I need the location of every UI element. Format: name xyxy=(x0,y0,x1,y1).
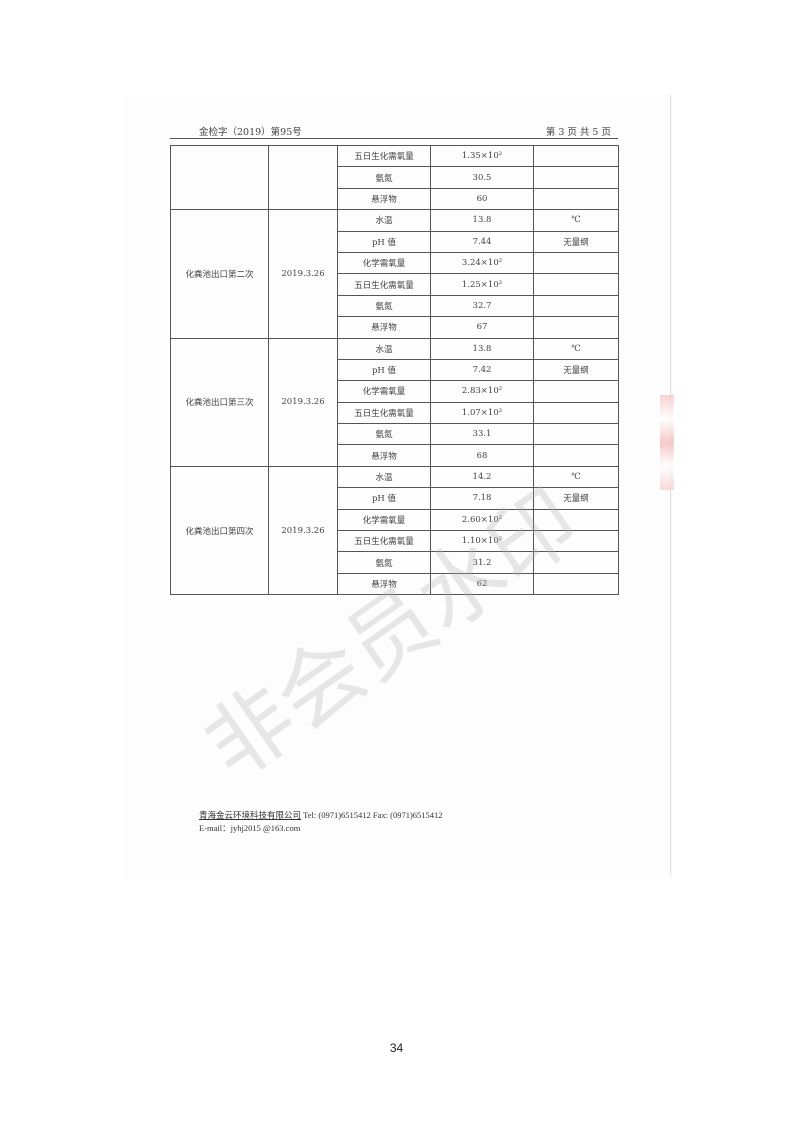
table-row: 化粪池出口第四次 2019.3.26 水温 14.2 ℃ xyxy=(170,465,619,596)
date-cell xyxy=(268,144,338,211)
date-cell: 2019.3.26 xyxy=(268,337,338,467)
item-cell: 化学需氧量 xyxy=(337,251,431,275)
unit-cell xyxy=(533,316,619,339)
table-row: 氨氮 33.1 xyxy=(171,423,619,446)
table-row: 悬浮物 68 xyxy=(171,444,619,467)
results-table: 五日生化需氧量 1.35×10² 氨氮 30.5 悬浮物 60 化粪池出口第二次 2019.3… xyxy=(170,144,619,596)
unit-cell xyxy=(533,251,619,275)
value-cell: 1.35×10² xyxy=(430,144,534,168)
unit-cell xyxy=(533,294,619,318)
table-row: 化学需氧量 2.83×10² xyxy=(171,380,619,403)
unit-cell xyxy=(533,444,619,467)
item-cell: 水温 xyxy=(337,465,431,489)
page-info: 第 3 页 共 5 页 xyxy=(545,127,611,138)
location-cell xyxy=(170,144,269,211)
value-cell: 1.07×10² xyxy=(430,401,534,425)
unit-cell: 无量纲 xyxy=(533,358,619,382)
value-cell: 32.7 xyxy=(430,294,534,318)
unit-cell: 无量纲 xyxy=(533,230,619,253)
item-cell: pH 值 xyxy=(337,230,431,253)
unit-cell: ℃ xyxy=(533,209,619,232)
table-row: 化粪池出口第二次 2019.3.26 水温 13.8 ℃ xyxy=(170,209,619,339)
footer-email: E-mail：jyhj2015 @163.com xyxy=(199,823,301,833)
item-cell: 化学需氧量 xyxy=(337,380,431,403)
table-row: 氨氮 30.5 xyxy=(171,166,619,189)
value-cell: 67 xyxy=(430,316,534,339)
item-cell: 五日生化需氧量 xyxy=(337,273,431,296)
value-cell: 13.8 xyxy=(430,209,534,232)
item-cell: 水温 xyxy=(337,209,431,232)
table-row: pH 值 7.18 无量纲 xyxy=(171,487,619,510)
header-rule xyxy=(170,138,618,139)
unit-cell xyxy=(533,380,619,403)
item-cell: 悬浮物 xyxy=(337,316,431,339)
value-cell: 33.1 xyxy=(430,423,534,446)
table-row: 五日生化需氧量 1.35×10² xyxy=(170,144,619,211)
location-cell: 化粪池出口第三次 xyxy=(170,337,269,467)
item-cell: 化学需氧量 xyxy=(337,508,431,532)
unit-cell xyxy=(533,401,619,425)
item-cell: 五日生化需氧量 xyxy=(337,401,431,425)
value-cell: 1.25×10² xyxy=(430,273,534,296)
item-cell: 氨氮 xyxy=(337,423,431,446)
value-cell: 30.5 xyxy=(430,166,534,189)
unit-cell xyxy=(533,187,619,211)
item-cell: 氨氮 xyxy=(337,294,431,318)
item-cell: pH 值 xyxy=(337,487,431,510)
location-cell: 化粪池出口第四次 xyxy=(170,465,269,596)
unit-cell: ℃ xyxy=(533,337,619,360)
tel-fax: Tel: (0971)6515412 Fax: (0971)6515412 xyxy=(303,810,443,820)
item-cell: 氨氮 xyxy=(337,166,431,189)
date-cell: 2019.3.26 xyxy=(268,209,338,339)
unit-cell xyxy=(533,166,619,189)
red-stamp-fragment xyxy=(660,395,674,490)
table-row: 氨氮 32.7 xyxy=(171,294,619,318)
value-cell: 3.24×10² xyxy=(430,251,534,275)
item-cell: pH 值 xyxy=(337,358,431,382)
item-cell: 悬浮物 xyxy=(337,187,431,211)
table-row: 悬浮物 62 xyxy=(171,572,619,596)
date-cell: 2019.3.26 xyxy=(268,465,338,596)
item-cell: 水温 xyxy=(337,337,431,360)
company-name: 青海金云环境科技有限公司 xyxy=(199,810,302,820)
table-row: 化粪池出口第三次 2019.3.26 水温 13.8 ℃ xyxy=(170,337,619,467)
unit-cell xyxy=(533,144,619,168)
table-row: 氨氮 31.2 xyxy=(171,551,619,574)
table-row: 悬浮物 67 xyxy=(171,316,619,339)
table-row: 五日生化需氧量 1.07×10² xyxy=(171,401,619,425)
value-cell: 7.42 xyxy=(430,358,534,382)
doc-number: 金检字（2019）第95号 xyxy=(199,127,302,138)
footer-contact: 青海金云环境科技有限公司 Tel: (0971)6515412 Fax: (09… xyxy=(199,809,443,821)
unit-cell xyxy=(533,572,619,596)
page-number: 34 xyxy=(389,1041,404,1055)
item-cell: 悬浮物 xyxy=(337,444,431,467)
value-cell: 13.8 xyxy=(430,337,534,360)
unit-cell xyxy=(533,273,619,296)
value-cell: 60 xyxy=(430,187,534,211)
unit-cell xyxy=(533,423,619,446)
item-cell: 五日生化需氧量 xyxy=(337,144,431,168)
table-row: 化学需氧量 2.60×10² xyxy=(171,508,619,532)
value-cell: 7.44 xyxy=(430,230,534,253)
location-cell: 化粪池出口第二次 xyxy=(170,209,269,339)
value-cell: 2.83×10² xyxy=(430,380,534,403)
